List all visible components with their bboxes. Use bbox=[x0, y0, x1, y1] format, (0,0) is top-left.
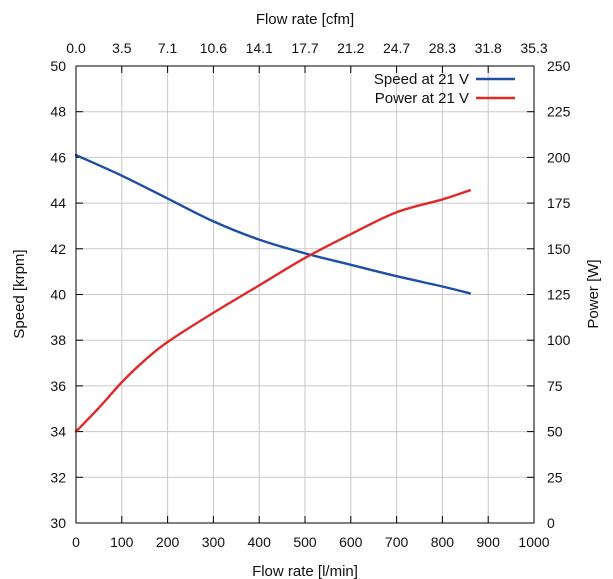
left-tick-label: 32 bbox=[50, 469, 66, 485]
bottom-tick-label: 800 bbox=[431, 534, 455, 550]
left-tick-label: 30 bbox=[50, 515, 66, 531]
right-tick-label: 100 bbox=[547, 332, 571, 348]
top-tick-label: 28.3 bbox=[429, 40, 456, 56]
plot-frame bbox=[75, 65, 535, 524]
right-tick-label: 150 bbox=[547, 241, 571, 257]
tick-labels: 00.01003.52007.130010.640014.150017.7600… bbox=[50, 40, 570, 550]
left-tick-label: 36 bbox=[50, 378, 66, 394]
top-axis-title: Flow rate [cfm] bbox=[256, 11, 354, 28]
legend-label-speed: Speed at 21 V bbox=[374, 71, 469, 88]
top-tick-label: 10.6 bbox=[200, 40, 227, 56]
top-tick-label: 35.3 bbox=[520, 40, 547, 56]
right-tick-label: 225 bbox=[547, 104, 571, 120]
right-axis-title: Power [W] bbox=[585, 259, 602, 328]
bottom-tick-label: 200 bbox=[156, 534, 180, 550]
left-tick-label: 46 bbox=[50, 149, 66, 165]
right-tick-label: 250 bbox=[547, 58, 571, 74]
right-tick-label: 50 bbox=[547, 424, 563, 440]
legend-label-power: Power at 21 V bbox=[375, 90, 469, 107]
right-tick-label: 25 bbox=[547, 469, 563, 485]
top-tick-label: 3.5 bbox=[112, 40, 132, 56]
bottom-tick-label: 500 bbox=[293, 534, 317, 550]
speed-series-line bbox=[74, 153, 472, 295]
right-tick-label: 200 bbox=[547, 149, 571, 165]
left-tick-label: 42 bbox=[50, 241, 66, 257]
left-tick-label: 44 bbox=[50, 195, 66, 211]
bottom-tick-label: 0 bbox=[72, 534, 80, 550]
left-tick-label: 40 bbox=[50, 287, 66, 303]
right-tick-label: 175 bbox=[547, 195, 571, 211]
power-series-line bbox=[74, 189, 472, 433]
bottom-tick-label: 100 bbox=[110, 534, 134, 550]
top-tick-label: 24.7 bbox=[383, 40, 410, 56]
left-axis-title: Speed [krpm] bbox=[11, 249, 28, 338]
left-tick-label: 34 bbox=[50, 424, 66, 440]
top-tick-label: 0.0 bbox=[66, 40, 86, 56]
top-tick-label: 17.7 bbox=[291, 40, 318, 56]
top-tick-label: 7.1 bbox=[158, 40, 178, 56]
left-tick-label: 38 bbox=[50, 332, 66, 348]
bottom-tick-label: 300 bbox=[202, 534, 226, 550]
bottom-tick-label: 1000 bbox=[518, 534, 549, 550]
right-tick-label: 75 bbox=[547, 378, 563, 394]
bottom-tick-label: 400 bbox=[248, 534, 272, 550]
right-tick-label: 125 bbox=[547, 287, 571, 303]
left-tick-label: 48 bbox=[50, 104, 66, 120]
left-tick-label: 50 bbox=[50, 58, 66, 74]
bottom-axis-title: Flow rate [l/min] bbox=[252, 563, 358, 579]
grid bbox=[76, 66, 534, 523]
top-tick-label: 21.2 bbox=[337, 40, 364, 56]
bottom-tick-label: 900 bbox=[477, 534, 501, 550]
top-tick-label: 31.8 bbox=[475, 40, 502, 56]
series bbox=[74, 153, 472, 433]
legend: Speed at 21 V Power at 21 V bbox=[374, 71, 515, 107]
bottom-tick-label: 600 bbox=[339, 534, 363, 550]
right-tick-label: 0 bbox=[547, 515, 555, 531]
top-tick-label: 14.1 bbox=[246, 40, 273, 56]
bottom-tick-label: 700 bbox=[385, 534, 409, 550]
